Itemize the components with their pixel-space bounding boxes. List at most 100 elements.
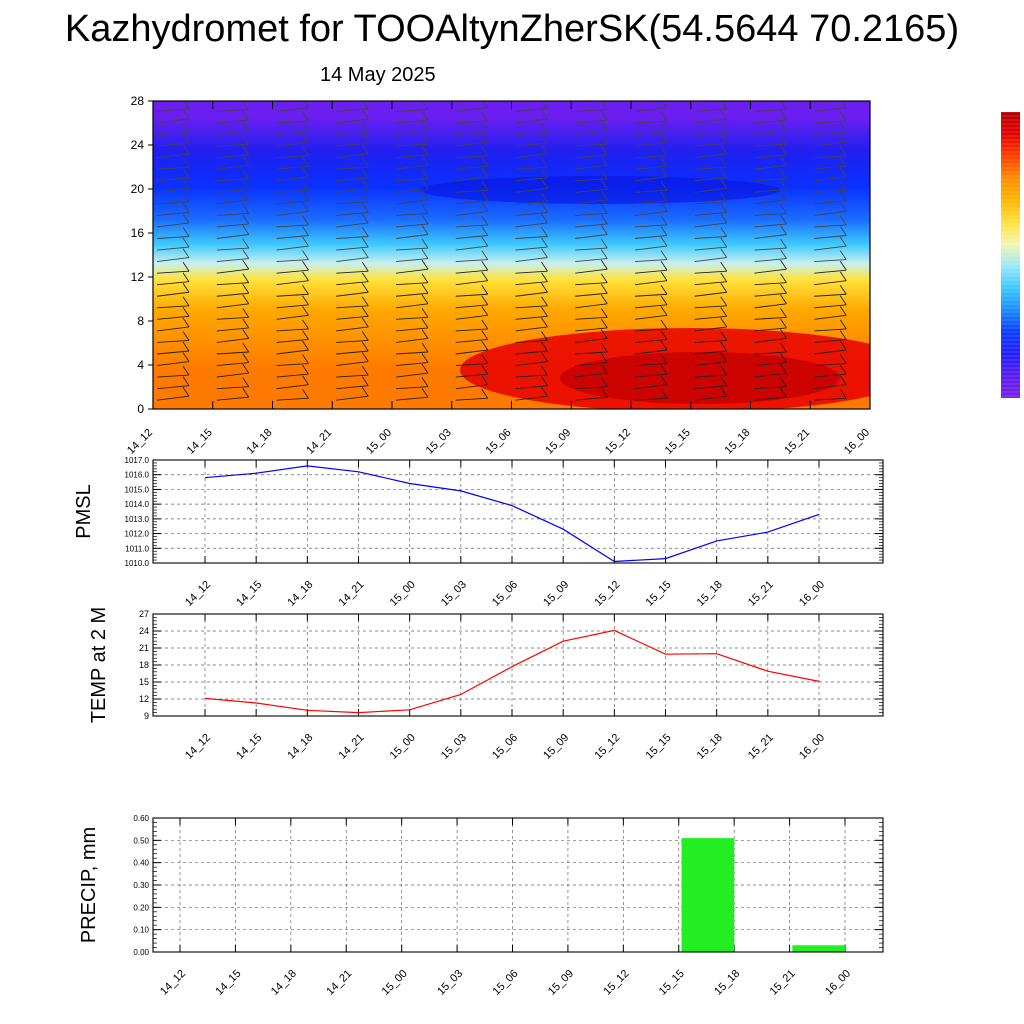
wind-barb — [455, 354, 489, 366]
wind-barb — [336, 123, 369, 135]
wind-barb — [336, 317, 369, 332]
plot-frame — [152, 817, 884, 953]
wind-barb-flag — [303, 101, 309, 108]
wind-barb-shaft — [515, 350, 548, 355]
wind-barb-flag — [720, 341, 728, 352]
wind-barb — [276, 111, 309, 124]
wind-barb-flag — [839, 181, 847, 191]
wind-barb-flag — [242, 284, 250, 294]
wind-barb — [515, 248, 548, 263]
wind-barb — [634, 215, 668, 228]
wind-barb — [395, 318, 429, 332]
wind-barb — [515, 168, 548, 182]
wind-barb-shaft — [276, 349, 309, 355]
wind-barb-flag — [660, 340, 668, 351]
x-tick-label: 15_15 — [663, 427, 693, 457]
wind-barb — [156, 296, 190, 309]
wind-barb — [814, 226, 847, 239]
wind-barb-shaft — [515, 281, 548, 286]
wind-barb-flag — [541, 237, 548, 248]
wind-barb-flag — [302, 295, 309, 306]
wind-barb-shaft — [216, 327, 249, 332]
wind-barb — [515, 261, 548, 274]
wind-barb-flag — [242, 190, 250, 201]
wind-barb-flag — [780, 101, 787, 110]
wind-barb-shaft — [276, 120, 309, 124]
x-tick-label: 14_15 — [213, 968, 243, 998]
wind-barb-flag — [182, 283, 190, 293]
wind-barb — [694, 192, 728, 205]
wind-barb — [575, 101, 608, 112]
wind-barb-shaft — [395, 338, 429, 343]
wind-barb-flag — [302, 271, 309, 281]
wind-barb-shaft — [515, 132, 548, 135]
x-tick-label: 16_00 — [797, 732, 827, 762]
wind-barb-flag — [481, 111, 489, 122]
wind-barb-shaft — [694, 281, 727, 286]
x-tick-label: 16_00 — [823, 968, 853, 998]
wind-barb — [814, 306, 847, 320]
x-tick-label: 16_00 — [797, 579, 827, 609]
wind-barb — [455, 285, 489, 297]
x-tick-label: 15_00 — [364, 427, 394, 457]
wind-barb-flag — [780, 155, 787, 166]
wind-barb-flag — [780, 273, 787, 283]
wind-barb-flag — [600, 273, 608, 283]
wind-barb — [754, 259, 787, 274]
wind-barb-flag — [839, 132, 847, 143]
wind-barb — [575, 308, 608, 320]
wind-barb-shaft — [336, 153, 369, 159]
wind-barb — [156, 317, 190, 332]
wind-barb — [395, 329, 429, 343]
wind-barb-flag — [302, 364, 309, 375]
wind-barb-shaft — [634, 363, 668, 366]
wind-barb-shaft — [814, 235, 847, 239]
wind-barb-flag — [541, 179, 548, 189]
wind-barb — [455, 340, 489, 355]
precip-plot: 0.00 0.10 0.20 0.30 0.40 0.50 0.60 14_12 14_15 14… — [78, 814, 884, 998]
wind-barb-flag — [481, 122, 489, 132]
wind-barb-flag — [839, 330, 847, 340]
wind-barb-shaft — [575, 199, 608, 205]
wind-barb-shaft — [156, 340, 190, 343]
wind-barb-flag — [302, 202, 309, 212]
wind-barb-flag — [720, 157, 728, 168]
wind-barb — [216, 284, 250, 297]
wind-barb-flag — [780, 353, 787, 363]
wind-barb — [336, 376, 369, 390]
wind-barb — [216, 145, 250, 159]
wind-barb-shaft — [694, 257, 727, 263]
wind-barb — [276, 132, 309, 147]
wind-barb — [634, 285, 668, 297]
y-tick-label: 12 — [131, 270, 145, 284]
wind-barb-shaft — [216, 199, 249, 205]
wind-barb — [276, 101, 309, 112]
wind-barb — [156, 376, 190, 390]
wind-barb — [515, 386, 548, 401]
wind-barb-flag — [720, 376, 728, 386]
wind-barb-flag — [600, 329, 608, 339]
wind-barb — [216, 121, 250, 135]
wind-barb-flag — [600, 259, 608, 270]
wind-barb-flag — [302, 330, 309, 340]
wind-barb — [156, 386, 190, 401]
wind-barb — [694, 248, 728, 263]
wind-barb-shaft — [276, 293, 309, 297]
wind-barb-shaft — [754, 130, 787, 135]
wind-barb — [634, 202, 668, 216]
wind-barb-shaft — [156, 246, 190, 251]
wind-barb — [336, 272, 369, 286]
wind-barb-shaft — [575, 338, 608, 343]
wind-barb-shaft — [814, 363, 847, 366]
wind-barb — [694, 283, 728, 297]
wind-barb-flag — [481, 132, 489, 143]
wind-barb-flag — [541, 248, 548, 258]
x-tick-label: 15_18 — [712, 968, 742, 998]
wind-barb-flag — [720, 386, 728, 397]
wind-barb-flag — [541, 272, 548, 282]
wind-barb-shaft — [634, 200, 668, 205]
wind-barb — [455, 271, 489, 286]
wind-barb-shaft — [575, 143, 608, 147]
wind-barb-flag — [720, 317, 728, 328]
wind-barb — [276, 340, 309, 355]
